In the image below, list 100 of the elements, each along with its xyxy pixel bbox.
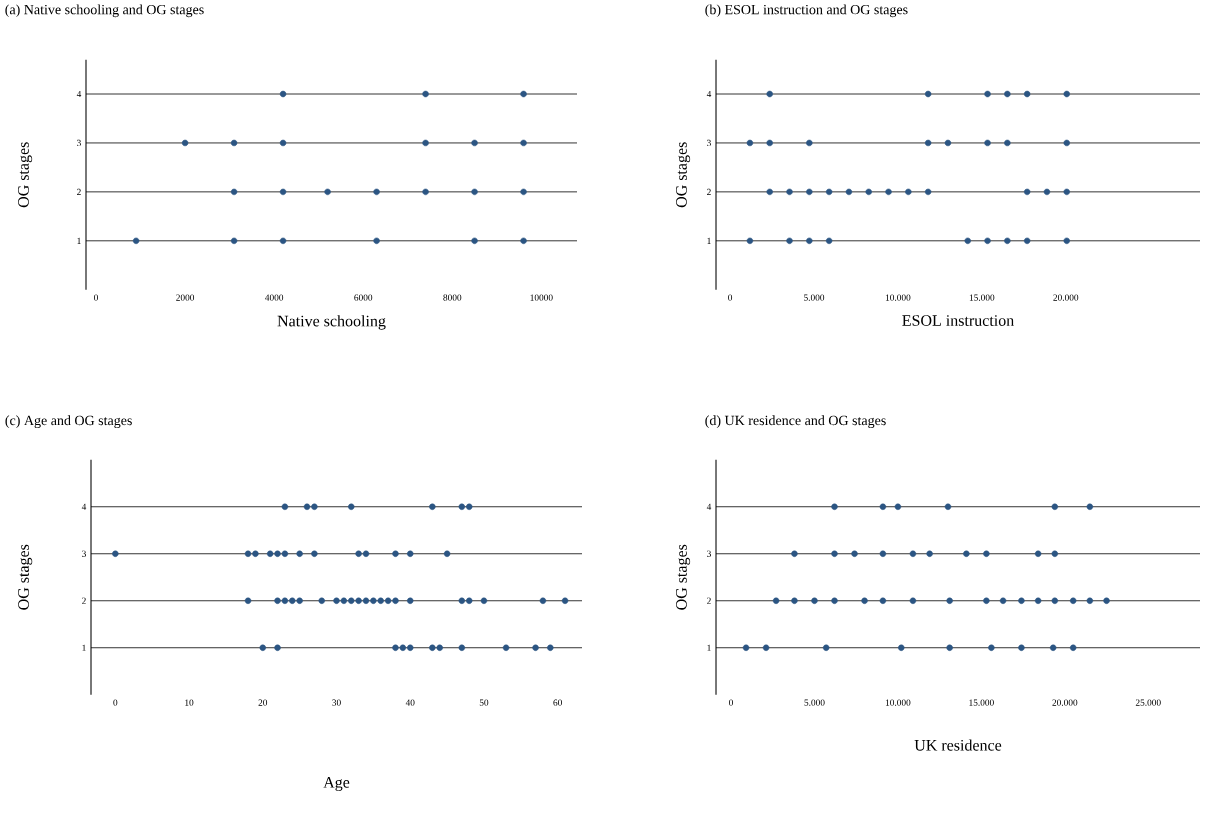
point — [296, 550, 303, 558]
point — [355, 597, 362, 605]
point — [348, 597, 355, 605]
y-tick-label: 2 — [707, 597, 711, 604]
y-tick-label: 3 — [82, 550, 86, 557]
point — [422, 188, 429, 196]
point — [502, 644, 510, 652]
point — [279, 188, 287, 196]
point — [766, 90, 773, 98]
point — [333, 597, 340, 605]
point — [384, 597, 392, 605]
point — [894, 503, 902, 511]
x-tick-label: 10 — [185, 699, 194, 706]
x-tick-label: 0 — [728, 294, 733, 301]
point — [825, 188, 833, 196]
y-tick-label: 1 — [707, 237, 711, 245]
point — [988, 644, 995, 652]
point — [806, 237, 813, 245]
point — [407, 597, 414, 605]
point — [879, 550, 887, 558]
point — [532, 644, 539, 652]
point — [520, 90, 527, 98]
y-axis-title: OG stages — [18, 142, 33, 208]
point — [964, 237, 971, 245]
x-tick-label: 5.000 — [804, 294, 825, 301]
point — [742, 644, 750, 652]
chart-title: (c) Age and OG stages — [5, 415, 132, 429]
point — [1051, 503, 1059, 511]
point — [983, 550, 990, 558]
point — [831, 550, 838, 558]
point — [898, 644, 905, 652]
point — [1004, 139, 1011, 147]
point — [1004, 90, 1011, 98]
point — [1023, 188, 1031, 196]
x-tick-label: 4000 — [265, 294, 284, 301]
point — [1103, 597, 1110, 605]
x-tick-label: 0 — [729, 699, 733, 706]
point — [274, 597, 281, 605]
point — [443, 550, 451, 558]
point — [311, 550, 318, 558]
point — [1023, 90, 1031, 98]
point — [946, 597, 953, 605]
point — [984, 139, 991, 147]
point — [1063, 188, 1070, 196]
x-axis-title: UK residence — [914, 739, 1002, 751]
y-axis-title: OG stages — [18, 544, 33, 610]
point — [766, 139, 773, 147]
x-tick-label: 20.000 — [1053, 294, 1079, 301]
point — [772, 597, 780, 605]
point — [539, 597, 547, 605]
point — [373, 237, 380, 245]
point — [266, 550, 274, 558]
point — [458, 597, 466, 605]
point — [244, 597, 252, 605]
y-tick-label: 1 — [77, 237, 81, 245]
point — [1004, 237, 1011, 245]
point — [348, 503, 355, 511]
y-axis-title: OG stages — [676, 544, 691, 610]
point — [1069, 644, 1077, 652]
point — [909, 597, 917, 605]
point — [963, 550, 970, 558]
y-tick-label: 3 — [707, 550, 711, 557]
point — [303, 503, 311, 511]
point — [811, 597, 818, 605]
x-tick-label: 30 — [332, 699, 341, 706]
point — [791, 597, 798, 605]
x-tick-label: 15.000 — [969, 699, 994, 706]
point — [252, 550, 259, 558]
point — [983, 597, 990, 605]
point — [1018, 597, 1025, 605]
point — [318, 597, 325, 605]
point — [825, 237, 833, 245]
point — [392, 550, 399, 558]
x-tick-label: 10.000 — [885, 699, 911, 706]
point — [362, 597, 370, 605]
point — [429, 644, 436, 652]
point — [926, 550, 933, 558]
point — [279, 237, 287, 245]
point — [766, 188, 773, 196]
point — [909, 550, 917, 558]
point — [1023, 237, 1031, 245]
point — [520, 188, 527, 196]
point — [1086, 503, 1094, 511]
chart-title: (a) Native schooling and OG stages — [5, 4, 204, 18]
point — [230, 188, 238, 196]
point — [373, 188, 380, 196]
point — [1051, 597, 1059, 605]
point — [845, 188, 853, 196]
y-axis-title: OG stages — [676, 142, 691, 208]
point — [279, 90, 287, 98]
point — [230, 139, 238, 147]
point — [274, 550, 281, 558]
y-tick-label: 4 — [81, 503, 87, 510]
x-tick-label: 5.000 — [804, 699, 825, 706]
point — [377, 597, 384, 605]
point — [392, 597, 399, 605]
y-tick-label: 4 — [76, 91, 82, 98]
x-tick-label: 15.000 — [969, 294, 995, 301]
point — [851, 550, 858, 558]
point — [1069, 597, 1077, 605]
